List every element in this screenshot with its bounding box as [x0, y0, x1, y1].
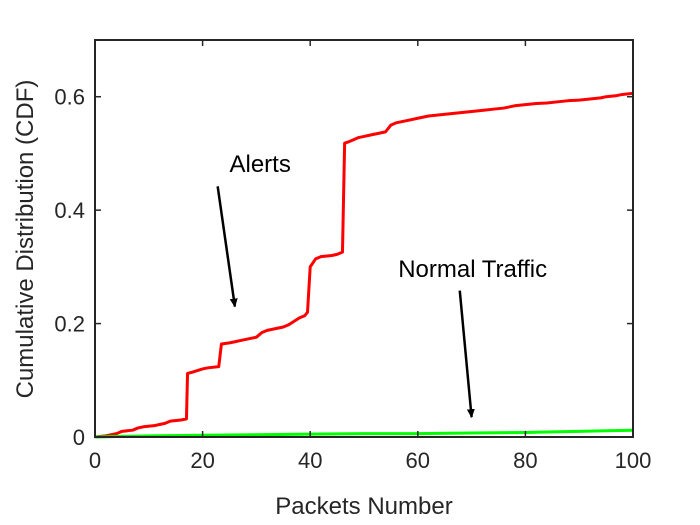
y-tick-label: 0.2	[54, 312, 85, 337]
y-axis-label: Cumulative Distribution (CDF)	[12, 80, 39, 399]
y-tick-label: 0	[73, 425, 85, 450]
annotation-label-alerts: Alerts	[229, 151, 290, 178]
annotation-arrow-alerts	[216, 186, 238, 308]
x-axis-label: Packets Number	[275, 493, 452, 520]
x-tick-label: 0	[89, 448, 101, 473]
y-tick-label: 0.6	[54, 85, 85, 110]
annotation-arrow-normal-traffic	[458, 290, 475, 419]
x-tick-label: 100	[615, 448, 652, 473]
series-line-alerts	[94, 91, 634, 439]
axes-box	[94, 39, 634, 438]
tick-labels: 0 20 40 60 80 100 0 0.2 0.4 0.6	[54, 85, 651, 473]
x-tick-label: 20	[190, 448, 214, 473]
annotation-label-normal-traffic: Normal Traffic	[398, 256, 547, 283]
x-tick-label: 60	[406, 448, 430, 473]
x-tick-label: 80	[513, 448, 537, 473]
x-tick-label: 40	[298, 448, 322, 473]
tick-marks	[94, 40, 634, 438]
y-tick-label: 0.4	[54, 198, 85, 223]
annotations: Alerts Normal Traffic	[216, 151, 547, 419]
